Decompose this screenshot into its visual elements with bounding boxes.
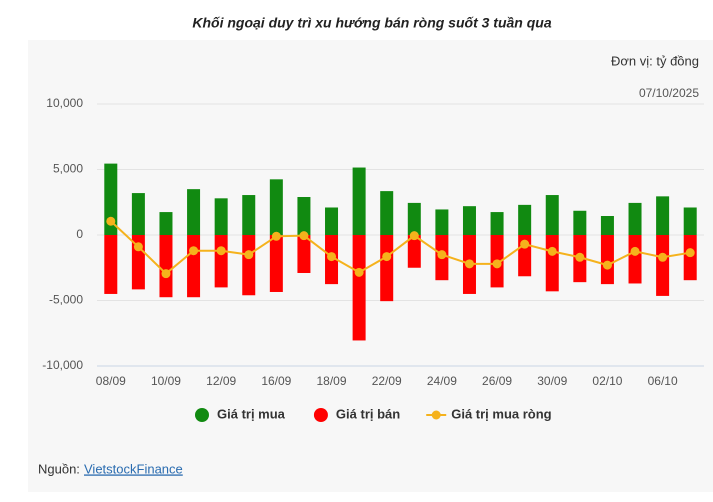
bar — [490, 212, 504, 235]
y-tick-label: 10,000 — [46, 96, 83, 110]
bar — [683, 207, 697, 235]
point — [354, 267, 364, 277]
date-note: 07/10/2025 — [639, 86, 699, 100]
bar — [407, 202, 421, 235]
x-tick-label: 18/09 — [317, 374, 347, 388]
point — [464, 259, 474, 269]
bar — [628, 202, 642, 235]
legend-label: Giá trị bán — [336, 406, 400, 421]
bar — [435, 209, 449, 235]
point — [271, 231, 281, 241]
bar — [131, 193, 145, 235]
point — [216, 246, 226, 256]
point — [575, 252, 585, 262]
source-link-text[interactable]: VietstockFinance — [84, 461, 183, 476]
point — [161, 269, 171, 279]
point — [299, 231, 309, 241]
unit-note: Đơn vị: tỷ đồng — [611, 53, 699, 68]
bar — [187, 235, 201, 298]
line — [110, 220, 691, 275]
bar — [545, 195, 559, 235]
legend-label: Giá trị mua ròng — [451, 406, 551, 421]
point — [106, 216, 116, 226]
legend-marker — [195, 408, 209, 422]
x-tick-label: 12/09 — [206, 374, 236, 388]
bar — [462, 206, 476, 235]
bar — [573, 210, 587, 235]
y-tick-label: -5,000 — [49, 293, 83, 307]
x-tick-label: 22/09 — [372, 374, 402, 388]
bar — [380, 191, 394, 235]
legend-marker — [313, 408, 328, 422]
point — [437, 250, 447, 260]
bar — [325, 207, 339, 235]
point — [492, 259, 502, 269]
y-tick-label: -10,000 — [42, 358, 83, 372]
point — [520, 239, 530, 249]
x-tick-label: 02/10 — [592, 374, 622, 388]
point — [133, 242, 143, 252]
legend-label: Giá trị mua — [217, 406, 286, 421]
bar — [600, 235, 614, 285]
point — [630, 246, 640, 256]
point — [244, 250, 254, 260]
bar — [104, 163, 118, 235]
x-tick-label: 08/09 — [96, 374, 126, 388]
point — [327, 252, 337, 262]
point — [602, 260, 612, 270]
bar — [242, 195, 256, 235]
point — [189, 246, 199, 256]
chart-title: Khối ngoại duy trì xu hướng bán ròng suố… — [192, 15, 551, 31]
bar — [297, 235, 311, 273]
bar — [159, 212, 173, 235]
bar — [269, 179, 283, 235]
bar — [380, 235, 394, 302]
bar — [600, 216, 614, 235]
bar — [269, 235, 283, 292]
x-tick-label: 30/09 — [537, 374, 567, 388]
bar — [628, 235, 642, 284]
x-tick-label: 26/09 — [482, 374, 512, 388]
y-tick-label: 5,000 — [53, 162, 83, 176]
bar — [214, 235, 228, 288]
bar — [656, 196, 670, 235]
point — [547, 246, 557, 256]
bar — [518, 204, 532, 235]
bar — [352, 167, 366, 235]
bar — [545, 235, 559, 292]
bar — [683, 235, 697, 281]
source-label: Nguồn: — [38, 461, 80, 476]
x-tick-label: 16/09 — [261, 374, 291, 388]
bar — [656, 235, 670, 296]
bar — [297, 197, 311, 235]
x-tick-label: 06/10 — [648, 374, 678, 388]
bar — [214, 198, 228, 235]
legend-marker — [431, 410, 441, 420]
bar — [352, 235, 366, 341]
point — [409, 231, 419, 241]
bar — [407, 235, 421, 268]
x-tick-label: 24/09 — [427, 374, 457, 388]
x-tick-label: 10/09 — [151, 374, 181, 388]
source-link[interactable]: VietstockFinance — [84, 461, 183, 476]
point — [382, 252, 392, 262]
bar — [187, 189, 201, 235]
bar — [104, 235, 118, 294]
point — [685, 248, 695, 258]
point — [658, 252, 668, 262]
bar — [242, 235, 256, 296]
bar — [159, 235, 173, 298]
y-tick-label: 0 — [76, 227, 83, 241]
